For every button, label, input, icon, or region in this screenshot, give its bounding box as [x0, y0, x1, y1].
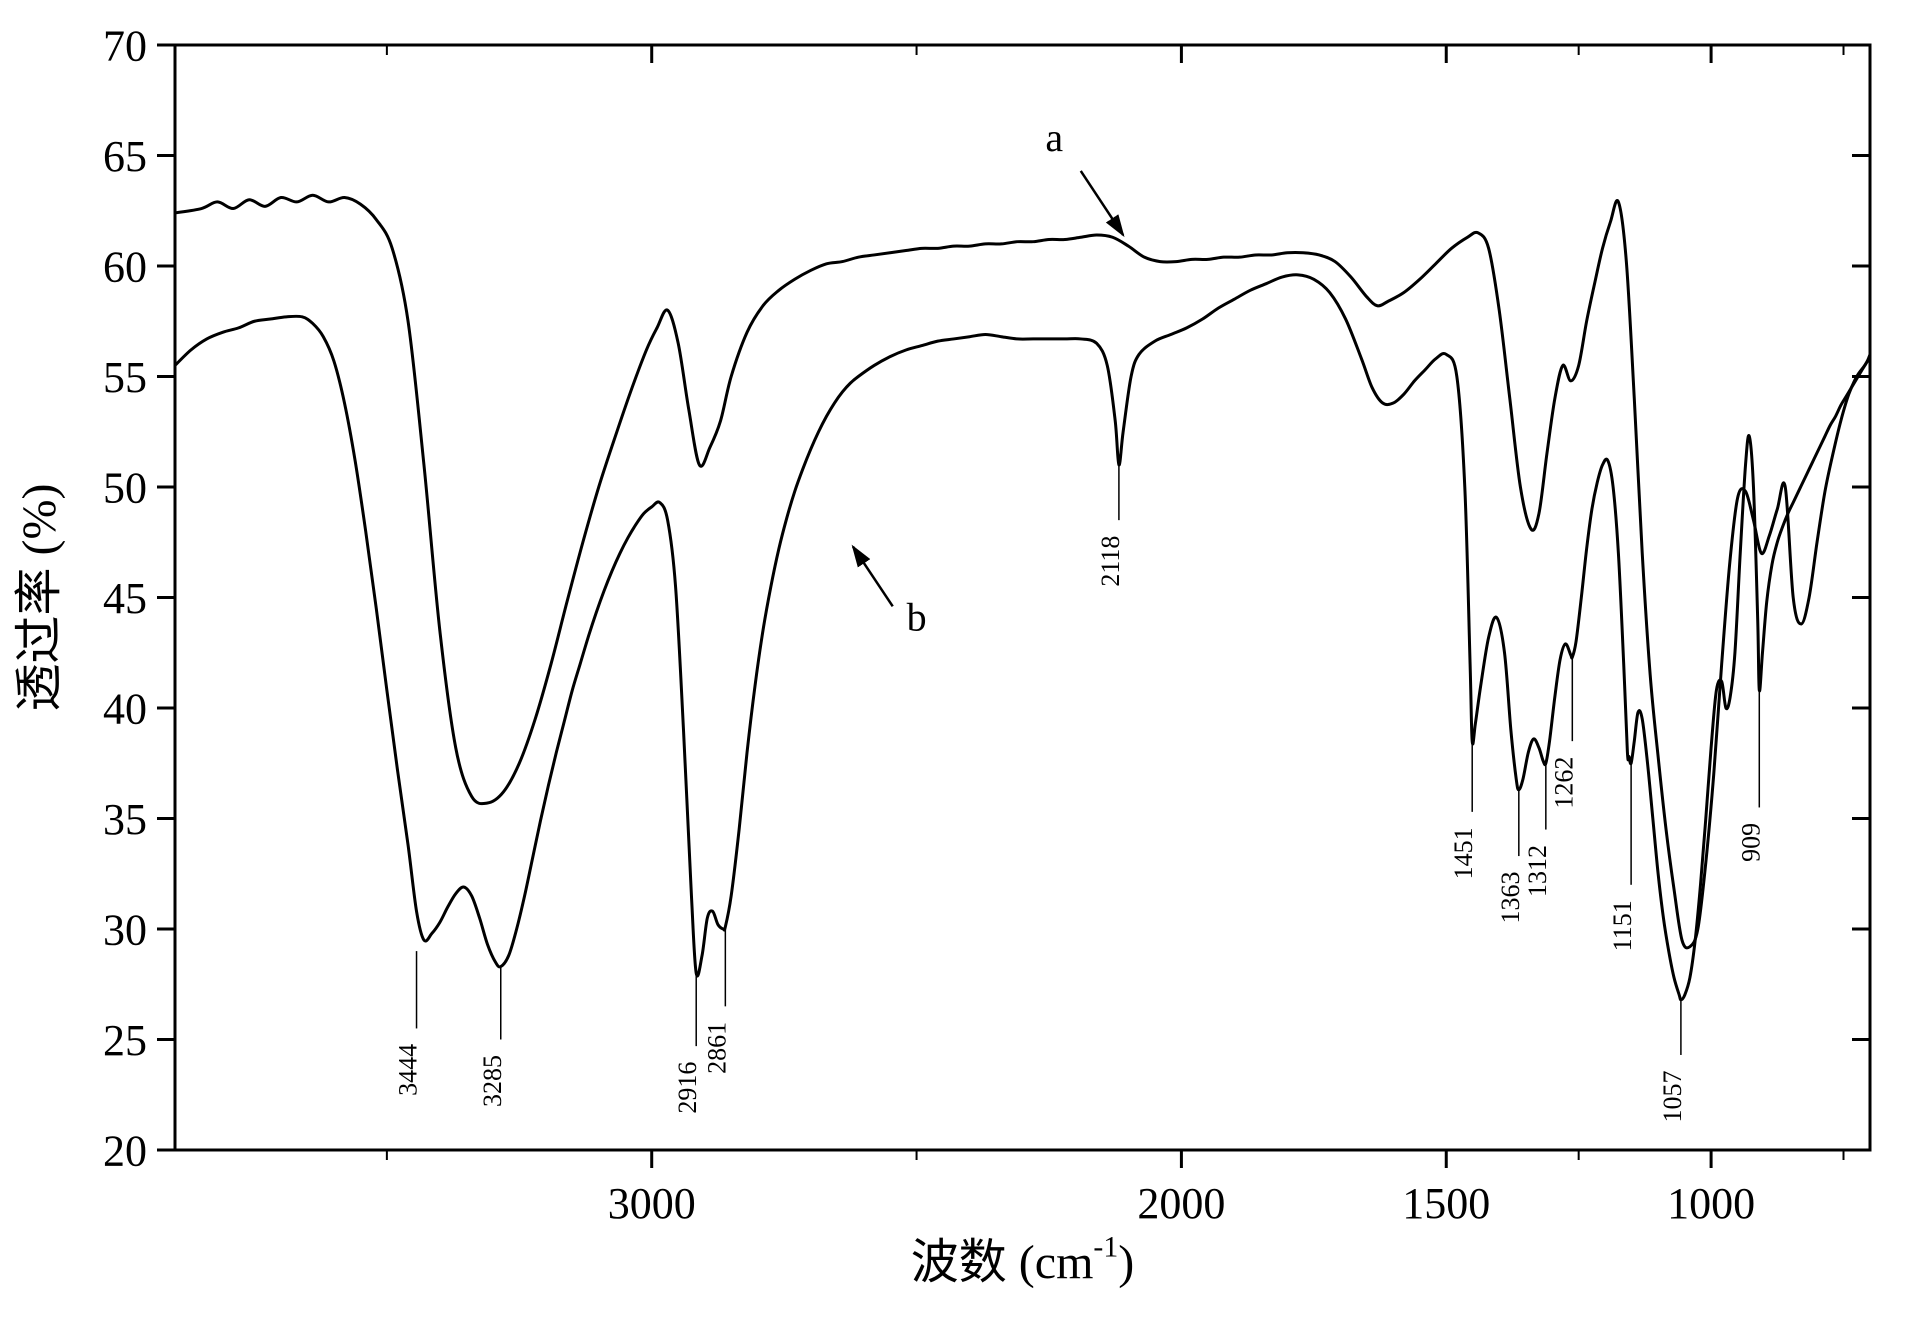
- y-tick-label: 25: [103, 1016, 147, 1065]
- peak-label: 3285: [478, 1055, 507, 1107]
- x-tick-label: 3000: [608, 1179, 696, 1228]
- series-a-line: [175, 195, 1870, 948]
- peak-label: 2118: [1096, 536, 1125, 587]
- series-b-arrow: [853, 547, 893, 607]
- y-tick-label: 30: [103, 905, 147, 954]
- peak-label: 2916: [673, 1062, 702, 1114]
- peak-label: 1057: [1658, 1070, 1687, 1122]
- peak-label: 3444: [394, 1044, 423, 1096]
- y-tick-label: 45: [103, 574, 147, 623]
- x-tick-label: 1000: [1667, 1179, 1755, 1228]
- ftir-spectrum-chart: 3000 2000 1500 1000 20 25 30 35 40 45 50 55 60 65 70 波数…: [0, 0, 1909, 1330]
- peak-label: 1363: [1496, 872, 1525, 924]
- peak-label: 1262: [1549, 757, 1578, 809]
- y-tick-label: 65: [103, 132, 147, 181]
- series-a-arrow: [1081, 171, 1123, 235]
- x-tick-label: 2000: [1137, 1179, 1225, 1228]
- y-tick-label: 40: [103, 684, 147, 733]
- y-tick-label: 50: [103, 463, 147, 512]
- peak-label: 1151: [1608, 900, 1637, 951]
- x-axis-label: 波数 (cm-1): [911, 1230, 1134, 1289]
- peak-label: 1312: [1523, 845, 1552, 897]
- y-tick-label: 20: [103, 1126, 147, 1175]
- series-b-line: [175, 275, 1870, 1000]
- series-b-label: b: [907, 595, 927, 640]
- series-a-label: a: [1045, 115, 1063, 160]
- y-axis-label: 透过率 (%): [13, 484, 66, 712]
- peak-label: 2861: [702, 1022, 731, 1074]
- y-tick-label: 35: [103, 795, 147, 844]
- x-tick-label: 1500: [1402, 1179, 1490, 1228]
- peak-label: 1451: [1449, 827, 1478, 879]
- peak-label: 909: [1736, 823, 1765, 862]
- chart-svg: 3000 2000 1500 1000 20 25 30 35 40 45 50 55 60 65 70 波数…: [0, 0, 1909, 1330]
- y-tick-label: 60: [103, 242, 147, 291]
- y-tick-label: 55: [103, 353, 147, 402]
- y-tick-label: 70: [103, 21, 147, 70]
